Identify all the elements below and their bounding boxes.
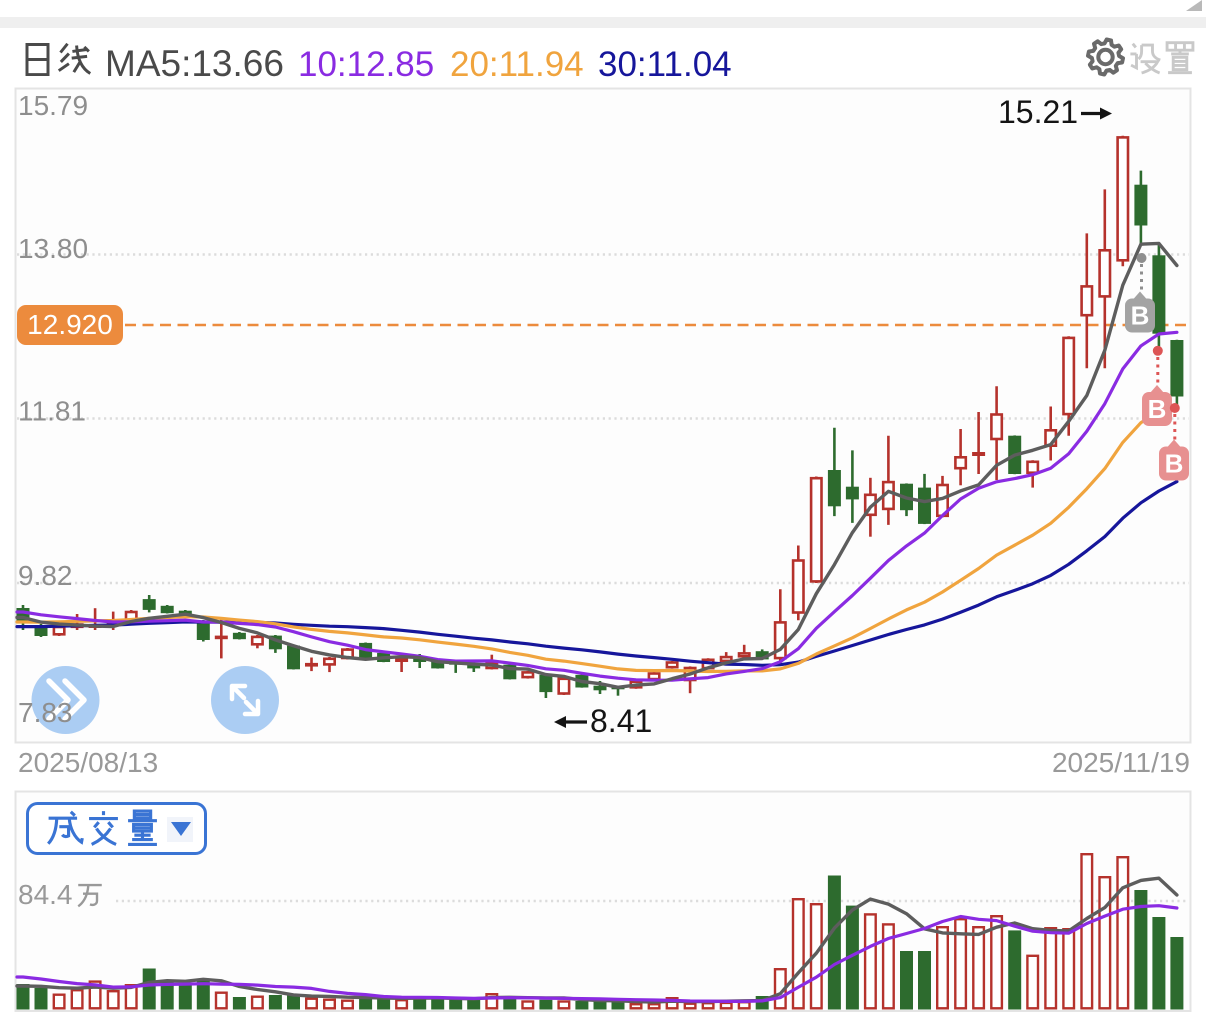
svg-text:11.81: 11.81	[18, 396, 86, 427]
svg-text:15.79: 15.79	[18, 90, 88, 121]
svg-text:2025/11/19: 2025/11/19	[1052, 747, 1190, 778]
svg-text:13.80: 13.80	[18, 233, 88, 264]
svg-text:2025/08/13: 2025/08/13	[18, 747, 158, 778]
svg-text:B: B	[1148, 394, 1167, 424]
svg-text:15.21: 15.21	[998, 94, 1078, 130]
svg-text:30:11.04: 30:11.04	[598, 45, 732, 84]
svg-text:B: B	[1131, 301, 1150, 331]
svg-text:7.83: 7.83	[18, 697, 73, 728]
svg-text:B: B	[1165, 449, 1184, 479]
svg-text:84.4: 84.4	[18, 879, 73, 910]
svg-text:10:12.85: 10:12.85	[298, 45, 434, 84]
svg-text:9.82: 9.82	[18, 560, 73, 591]
svg-text:8.41: 8.41	[590, 703, 652, 739]
svg-text:12.920: 12.920	[27, 309, 113, 340]
svg-text:20:11.94: 20:11.94	[450, 45, 584, 84]
svg-text:MA5:13.66: MA5:13.66	[105, 43, 284, 84]
